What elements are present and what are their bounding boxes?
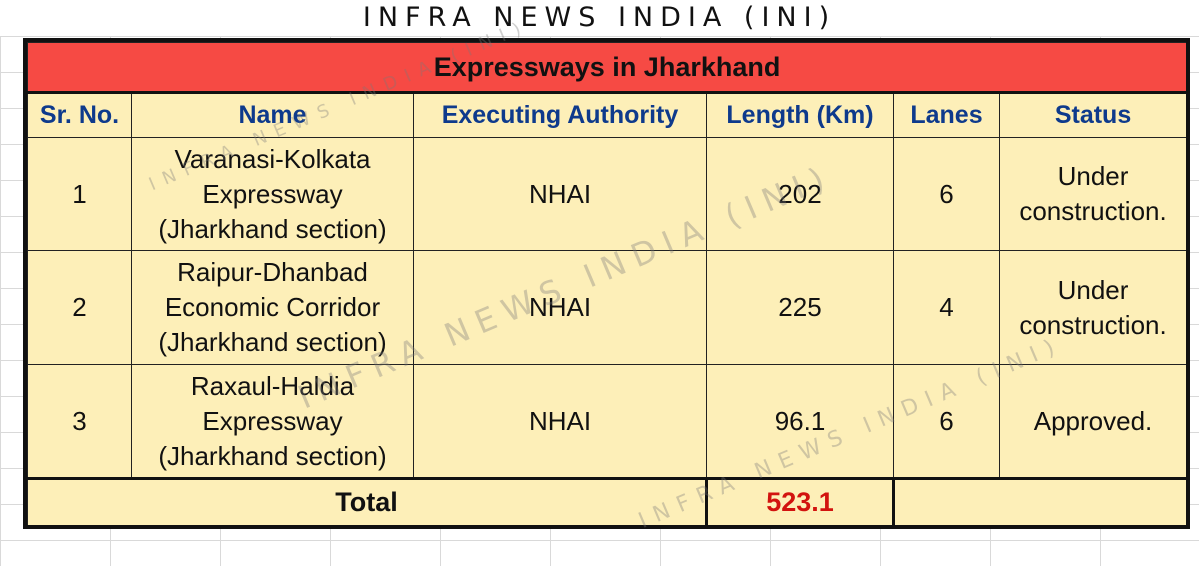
cell-name: Raipur-Dhanbad Economic Corridor (Jharkh… [131, 250, 414, 365]
column-header-lanes: Lanes [893, 92, 1000, 138]
cell-sr-no: 3 [27, 364, 132, 479]
status-line: Under [1057, 274, 1129, 305]
cell-authority: NHAI [413, 137, 707, 251]
cell-status: Approved. [998, 364, 1186, 479]
name-line: Expressway [202, 178, 343, 209]
table-title: Expressways in Jharkhand [27, 42, 1186, 94]
table-row: 3 Raxaul-Haldia Expressway (Jharkhand se… [27, 364, 1186, 479]
column-header-status: Status [998, 92, 1186, 138]
cell-lanes: 4 [893, 250, 1000, 365]
cell-sr-no: 2 [27, 250, 132, 365]
expressways-table: Expressways in Jharkhand Sr. No. Name Ex… [27, 42, 1186, 525]
name-line: Varanasi-Kolkata [174, 143, 371, 174]
cell-length: 96.1 [706, 364, 894, 479]
name-line: (Jharkhand section) [158, 440, 387, 471]
status-line: Under [1057, 161, 1129, 191]
name-line: Raipur-Dhanbad [177, 257, 368, 287]
table-row: 1 Varanasi-Kolkata Expressway (Jharkhand… [27, 137, 1186, 251]
status-line: construction. [1019, 196, 1167, 226]
cell-authority: NHAI [413, 250, 707, 365]
total-length-value: 523.1 [705, 477, 895, 525]
column-header-sr-no: Sr. No. [27, 92, 132, 138]
cell-name: Varanasi-Kolkata Expressway (Jharkhand s… [131, 137, 414, 251]
total-empty-cell [892, 477, 1186, 525]
name-line: (Jharkhand section) [158, 213, 387, 244]
cell-lanes: 6 [893, 364, 1000, 479]
column-header-executing-authority: Executing Authority [413, 92, 707, 138]
cell-status: Under construction. [998, 250, 1186, 365]
cell-status: Under construction. [998, 137, 1186, 251]
cell-authority: NHAI [413, 364, 707, 479]
column-header-length: Length (Km) [706, 92, 894, 138]
table-row: 2 Raipur-Dhanbad Economic Corridor (Jhar… [27, 250, 1186, 365]
status-line: construction. [1019, 309, 1167, 340]
column-header-name: Name [131, 92, 414, 138]
table-header-row: Sr. No. Name Executing Authority Length … [27, 92, 1186, 138]
total-row: Total 523.1 [27, 477, 1186, 525]
cell-sr-no: 1 [27, 137, 132, 251]
name-line: Expressway [202, 405, 343, 436]
total-label: Total [27, 477, 707, 525]
name-line: Raxaul-Haldia [190, 370, 355, 401]
expressways-table-container: Expressways in Jharkhand Sr. No. Name Ex… [23, 38, 1190, 529]
page-title: INFRA NEWS INDIA (INI) [0, 0, 1199, 36]
cell-lanes: 6 [893, 137, 1000, 251]
name-line: Economic Corridor [164, 292, 381, 322]
cell-name: Raxaul-Haldia Expressway (Jharkhand sect… [131, 364, 414, 479]
cell-length: 225 [706, 250, 894, 365]
cell-length: 202 [706, 137, 894, 251]
table-title-row: Expressways in Jharkhand [27, 42, 1186, 94]
name-line: (Jharkhand section) [158, 327, 387, 357]
status-line: Approved. [1033, 405, 1153, 436]
